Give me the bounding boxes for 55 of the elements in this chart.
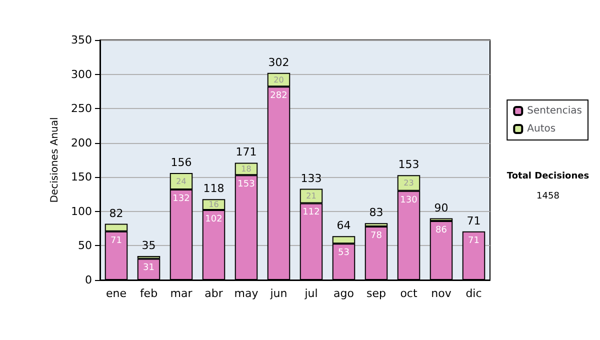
y-tick-label: 300 [71,68,92,81]
x-tick-label: feb [140,287,158,300]
total-label: 35 [142,239,156,252]
total-label: 118 [203,182,224,196]
data-label: 132 [172,194,190,204]
data-label: 130 [400,195,418,206]
x-tick-label: jun [269,287,288,300]
y-tick-label: 100 [71,204,92,218]
x-tick-label: jul [304,287,318,300]
data-label: 18 [241,164,252,174]
text: Total Decisiones [506,172,590,182]
y-tick-label: 350 [71,34,92,46]
data-label: 23 [404,178,414,188]
x-tick-label: may [234,287,259,300]
total-label: 171 [236,146,257,159]
total-label: 90 [434,201,448,214]
y-tick-label: 0 [85,274,92,286]
data-label: 53 [338,248,350,258]
total-label: 71 [466,214,481,228]
total-label: 83 [369,206,384,220]
data-label: 153 [238,180,255,190]
data-label: 86 [436,226,448,236]
x-tick-label: sep [366,287,386,300]
data-label: 282 [270,91,288,102]
total-label: 153 [398,158,420,172]
x-tick-label: nov [431,287,452,300]
y-tick-label: 200 [71,136,92,150]
data-label: 71 [110,236,122,246]
y-axis-title: Decisiones Anual [50,117,61,203]
x-tick-label: dic [466,287,482,300]
total-label: 302 [268,56,290,69]
data-label: 71 [468,236,480,246]
legend-label: Autos [527,124,556,134]
total-label: 64 [336,219,351,232]
y-tick-label: 150 [71,170,92,184]
data-label: 102 [205,214,222,225]
data-label: 31 [143,263,154,274]
data-label: 24 [176,176,186,186]
y-tick-label: 50 [78,239,92,252]
total-label: 133 [300,172,322,185]
x-tick-label: oct [400,287,418,300]
data-label: 16 [208,200,219,210]
data-label: 20 [274,75,284,84]
legend-label: Sentencias [527,106,582,116]
text: 1458 [536,192,560,202]
y-tick-label: 250 [71,102,92,116]
x-tick-label: abr [204,287,224,300]
data-label: 112 [302,208,320,218]
data-label: 78 [370,231,382,242]
total-label: 156 [170,156,192,170]
x-tick-label: mar [170,287,193,300]
total-label: 82 [109,206,124,220]
x-tick-label: ago [334,287,354,300]
data-label: 21 [306,192,316,200]
x-tick-label: ene [106,287,127,300]
